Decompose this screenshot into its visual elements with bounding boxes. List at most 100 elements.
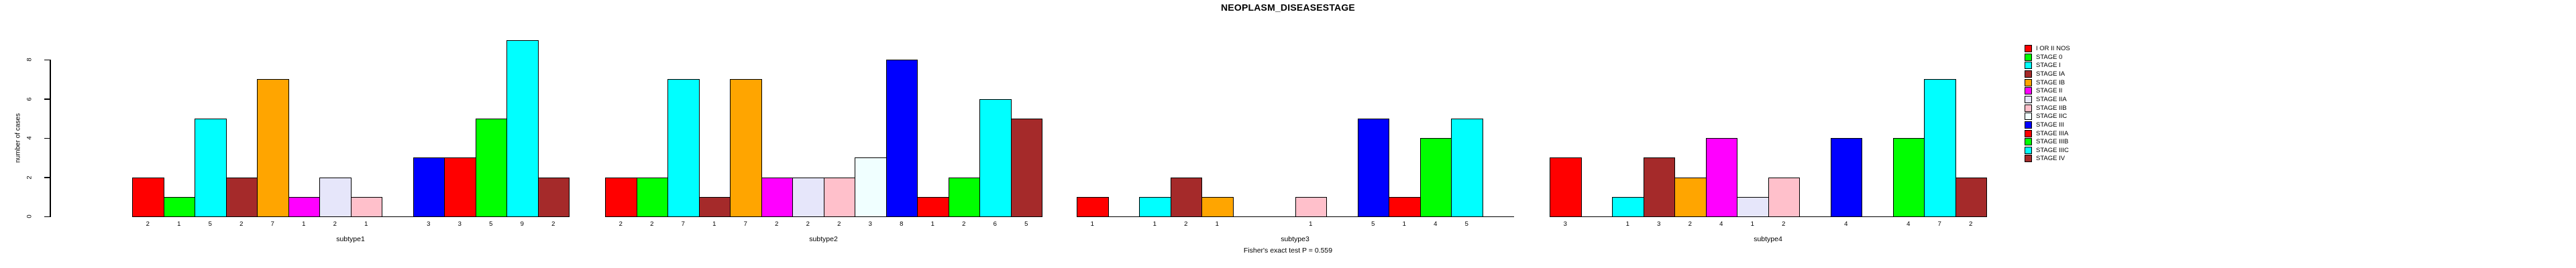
legend-label: STAGE IIA <box>2036 95 2067 103</box>
bar-value-label: 9 <box>520 220 524 228</box>
bar <box>257 79 289 217</box>
bar <box>1924 79 1956 217</box>
bar <box>1830 138 1862 217</box>
bar-value-label: 3 <box>868 220 872 228</box>
legend-swatch <box>2025 70 2032 78</box>
legend-label: STAGE IIB <box>2036 104 2067 112</box>
bar <box>1170 177 1202 217</box>
legend-label: STAGE III <box>2036 121 2065 129</box>
bar-value-label: 2 <box>551 220 555 228</box>
bar-value-label: 7 <box>270 220 274 228</box>
x-axis-group-label: subtype1 <box>336 235 365 243</box>
y-axis-tick <box>44 98 50 100</box>
bar-value-label: 3 <box>1563 220 1567 228</box>
bar <box>979 98 1012 217</box>
bar <box>132 177 164 217</box>
bar-value-label: 1 <box>1402 220 1406 228</box>
bar-value-label: 4 <box>1907 220 1911 228</box>
bar <box>1419 138 1452 217</box>
bar-value-label: 2 <box>1184 220 1188 228</box>
bar <box>917 196 949 217</box>
bar-value-label: 1 <box>1750 220 1754 228</box>
bar-value-label: 1 <box>364 220 368 228</box>
bar-value-label: 2 <box>619 220 623 228</box>
legend-label: STAGE IV <box>2036 155 2065 163</box>
bar-value-label: 3 <box>1657 220 1661 228</box>
bar-value-label: 1 <box>1625 220 1629 228</box>
legend-label: STAGE IIIB <box>2036 138 2069 146</box>
bar-value-label: 2 <box>775 220 779 228</box>
bar <box>1612 196 1644 217</box>
x-axis-group-label: subtype3 <box>1281 235 1309 243</box>
legend-label: STAGE IB <box>2036 78 2065 86</box>
legend-label: STAGE II <box>2036 87 2063 95</box>
legend-swatch <box>2025 129 2032 137</box>
legend-swatch <box>2025 113 2032 121</box>
bar-value-label: 1 <box>177 220 181 228</box>
bar <box>537 177 570 217</box>
legend-swatch <box>2025 45 2032 52</box>
y-axis-tick <box>44 177 50 178</box>
bar-value-label: 3 <box>458 220 462 228</box>
bar-value-label: 2 <box>239 220 244 228</box>
bar <box>1705 138 1737 217</box>
bar-value-label: 2 <box>1688 220 1692 228</box>
legend-label: STAGE I <box>2036 62 2061 70</box>
bar-value-label: 4 <box>1434 220 1438 228</box>
bar-value-label: 3 <box>427 220 431 228</box>
bar-value-label: 2 <box>806 220 810 228</box>
bar-value-label: 2 <box>146 220 150 228</box>
bar <box>636 177 668 217</box>
bar <box>1955 177 1987 217</box>
bar-value-label: 7 <box>743 220 747 228</box>
bar-value-label: 4 <box>1844 220 1848 228</box>
bar-value-label: 8 <box>900 220 904 228</box>
bar-value-label: 5 <box>489 220 493 228</box>
bar <box>319 177 352 217</box>
legend-label: I OR II NOS <box>2036 45 2070 52</box>
x-axis-group-label: subtype4 <box>1754 235 1782 243</box>
bar-value-label: 1 <box>930 220 934 228</box>
x-axis-group-label: subtype2 <box>809 235 838 243</box>
bar-value-label: 6 <box>993 220 997 228</box>
bar <box>163 196 195 217</box>
bar-value-label: 2 <box>837 220 841 228</box>
legend-label: STAGE IIC <box>2036 113 2068 121</box>
bar-value-label: 1 <box>1090 220 1094 228</box>
bar <box>885 60 918 217</box>
footnote: Fisher's exact test P = 0.559 <box>1243 247 1333 255</box>
bar <box>1077 196 1109 217</box>
bar-value-label: 4 <box>1719 220 1723 228</box>
bar <box>1357 118 1389 217</box>
legend-swatch <box>2025 62 2032 70</box>
bar-value-label: 7 <box>1937 220 1941 228</box>
legend-swatch <box>2025 104 2032 112</box>
bar <box>1451 118 1483 217</box>
bar <box>1892 138 1925 217</box>
legend-swatch <box>2025 155 2032 163</box>
y-axis-line <box>50 60 51 217</box>
bar <box>350 196 382 217</box>
legend-swatch <box>2025 53 2032 61</box>
y-axis-tick <box>44 59 50 60</box>
bar-value-label: 2 <box>962 220 966 228</box>
bar-value-label: 5 <box>208 220 212 228</box>
legend-label: STAGE IIIC <box>2036 146 2069 154</box>
bar <box>1201 196 1234 217</box>
bar <box>475 118 507 217</box>
bar <box>1295 196 1327 217</box>
bar <box>667 79 700 217</box>
legend-swatch <box>2025 146 2032 154</box>
bar <box>948 177 980 217</box>
legend-label: STAGE 0 <box>2036 53 2063 61</box>
bar-value-label: 5 <box>1371 220 1375 228</box>
legend-label: STAGE IIIA <box>2036 129 2069 137</box>
bar-value-label: 2 <box>333 220 337 228</box>
bar <box>855 157 887 217</box>
bar-value-label: 5 <box>1024 220 1028 228</box>
legend-swatch <box>2025 95 2032 103</box>
bar <box>1550 157 1582 217</box>
